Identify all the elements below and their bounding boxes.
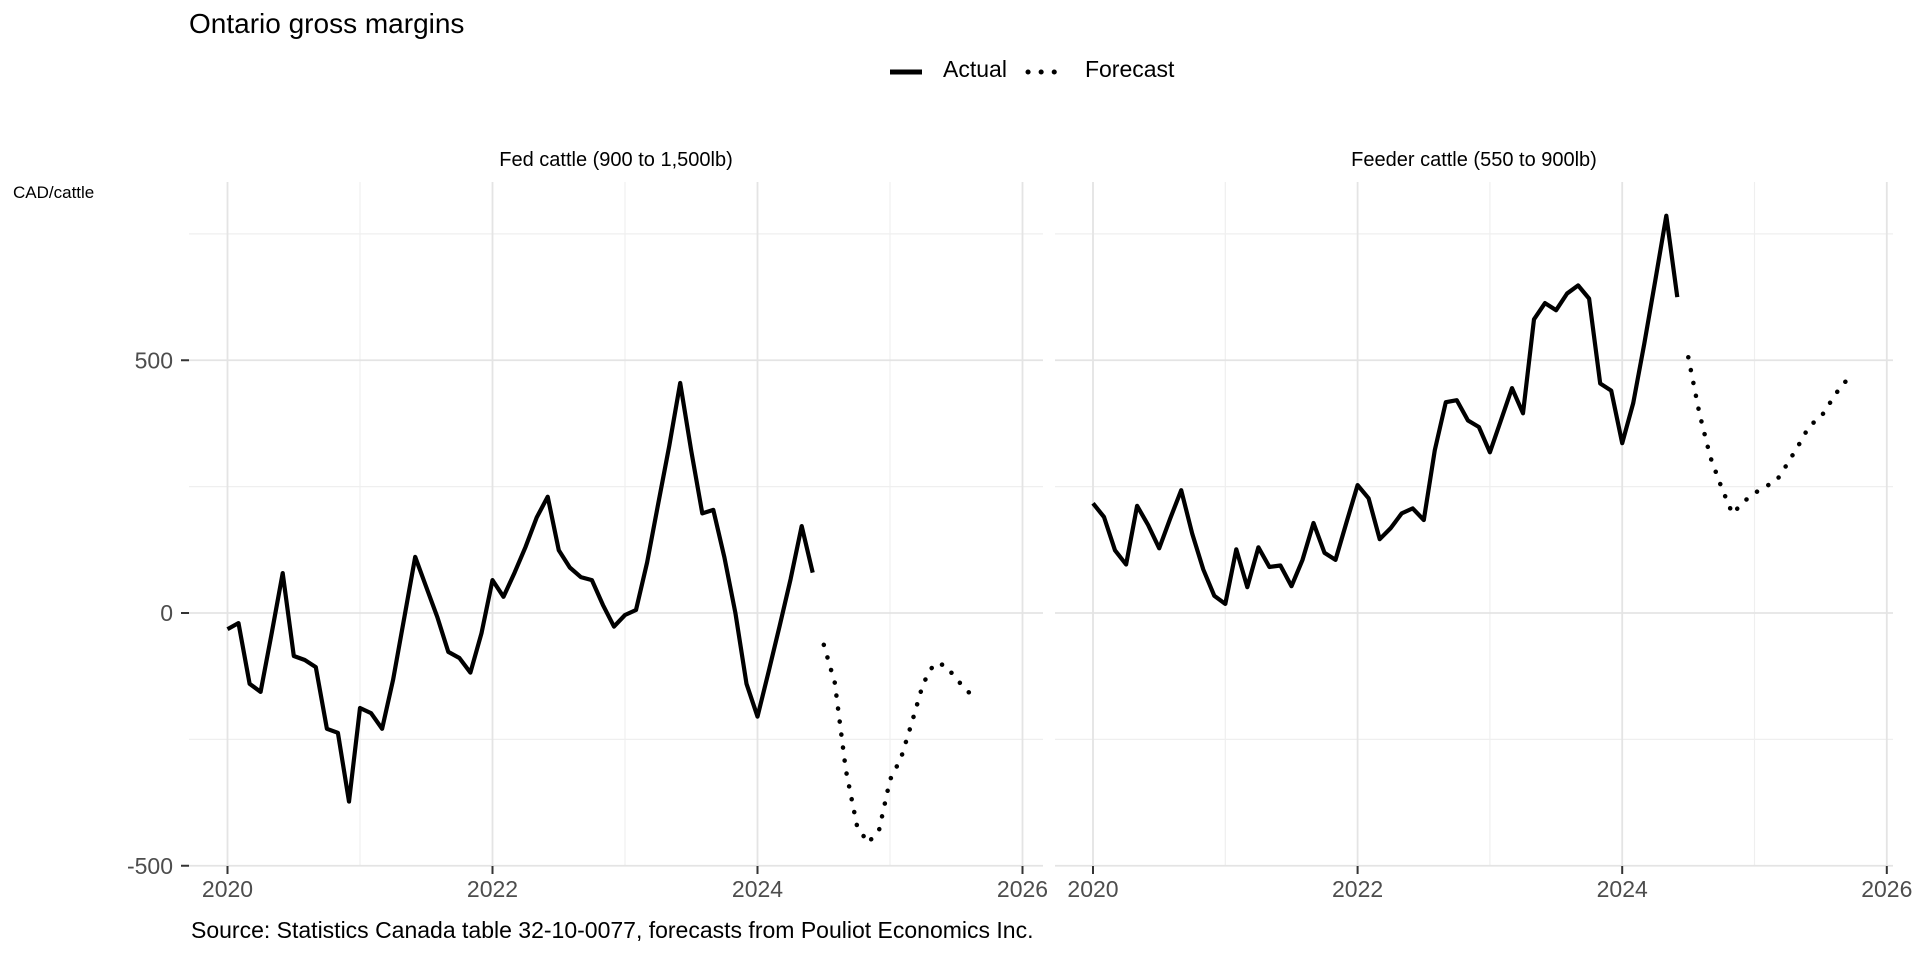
actual-line-key-icon	[889, 56, 923, 83]
x-tick-label: 2026	[997, 876, 1048, 902]
forecast-line	[821, 642, 981, 846]
actual-line	[1091, 213, 1680, 607]
y-tick-label: 0	[160, 600, 173, 626]
panel-title-fed-cattle: Fed cattle (900 to 1,500lb)	[499, 149, 733, 171]
x-tick-label: 2022	[1332, 876, 1383, 902]
x-tick-label: 2022	[467, 876, 518, 902]
legend-label-actual: Actual	[943, 56, 1007, 82]
x-tick-label: 2024	[732, 876, 783, 902]
source-note: Source: Statistics Canada table 32-10-00…	[191, 917, 1034, 943]
legend-label-forecast: Forecast	[1084, 56, 1175, 82]
actual-line	[226, 380, 815, 804]
legend: Actual Forecast	[889, 56, 1174, 83]
panel-title-feeder-cattle: Feeder cattle (550 to 900lb)	[1351, 149, 1597, 171]
y-tick-label: -500	[127, 853, 173, 879]
y-axis-unit-label: CAD/cattle	[13, 183, 95, 202]
y-tick-label: 500	[135, 347, 173, 373]
page-title: Ontario gross margins	[189, 8, 465, 39]
x-tick-label: 2020	[202, 876, 253, 902]
x-tick-label: 2026	[1861, 876, 1912, 902]
forecast-line-key-icon	[1025, 56, 1061, 83]
x-tick-label: 2024	[1597, 876, 1648, 902]
x-tick-label: 2020	[1067, 876, 1118, 902]
forecast-line	[1686, 354, 1856, 517]
